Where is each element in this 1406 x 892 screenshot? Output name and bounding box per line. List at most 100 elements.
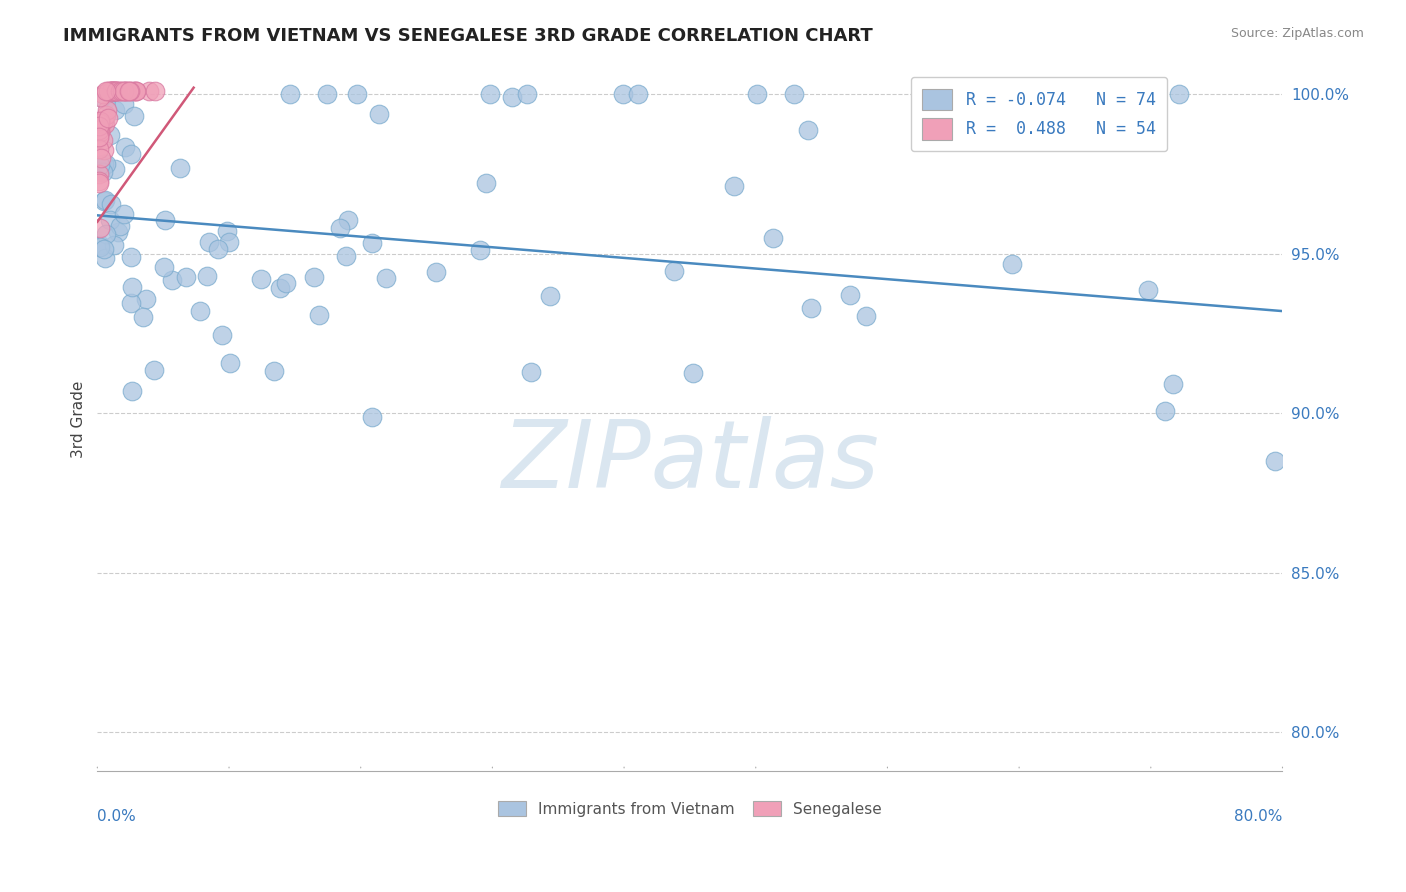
Legend: Immigrants from Vietnam, Senegalese: Immigrants from Vietnam, Senegalese: [492, 795, 887, 822]
Point: [87, 167, 110, 181]
Point: [104, 103, 127, 117]
Point: [121, 84, 143, 98]
Point: [198, 235, 221, 249]
Point: [197, 268, 219, 283]
Point: [114, 84, 136, 98]
Point: [278, 87, 301, 101]
Point: [100, 84, 122, 98]
Point: [110, 84, 132, 98]
Point: [98, 128, 121, 142]
Point: [337, 213, 360, 227]
Point: [100, 84, 122, 98]
Point: [107, 226, 129, 240]
Point: [207, 242, 229, 256]
Point: [143, 363, 166, 377]
Point: [219, 356, 242, 370]
Point: [375, 270, 398, 285]
Point: [682, 366, 704, 380]
Point: [93, 112, 115, 127]
Point: [89, 125, 111, 139]
Point: [108, 84, 131, 98]
Point: [361, 235, 384, 250]
Point: [1264, 453, 1286, 467]
Point: [89, 240, 111, 254]
Point: [114, 84, 136, 98]
Point: [762, 231, 785, 245]
Point: [96, 108, 118, 122]
Point: [121, 279, 143, 293]
Point: [723, 178, 745, 193]
Point: [93, 157, 115, 171]
Point: [105, 84, 128, 98]
Point: [114, 140, 136, 154]
Point: [124, 109, 146, 123]
Point: [101, 84, 124, 98]
Point: [125, 84, 148, 98]
Point: [361, 409, 384, 424]
Point: [89, 90, 111, 104]
Point: [93, 242, 115, 256]
Point: [627, 87, 650, 101]
Point: [94, 94, 117, 108]
Point: [120, 147, 142, 161]
Point: [112, 207, 135, 221]
Point: [118, 84, 141, 98]
Point: [103, 84, 125, 98]
Point: [90, 122, 112, 136]
Point: [96, 103, 118, 117]
Point: [87, 122, 110, 136]
Point: [103, 237, 125, 252]
Point: [132, 310, 155, 324]
Point: [782, 87, 804, 101]
Point: [855, 309, 877, 323]
Point: [250, 272, 273, 286]
Point: [190, 304, 212, 318]
Point: [94, 193, 117, 207]
Point: [316, 87, 339, 101]
Point: [211, 328, 233, 343]
Point: [89, 116, 111, 130]
Point: [89, 238, 111, 252]
Point: [90, 151, 112, 165]
Point: [143, 84, 166, 98]
Text: ZIPatlas: ZIPatlas: [501, 417, 879, 508]
Point: [112, 96, 135, 111]
Point: [1161, 377, 1184, 392]
Point: [470, 243, 492, 257]
Point: [98, 84, 121, 98]
Point: [745, 87, 768, 101]
Point: [218, 235, 240, 250]
Point: [263, 364, 285, 378]
Point: [796, 123, 818, 137]
Point: [108, 84, 131, 98]
Point: [302, 269, 325, 284]
Point: [89, 221, 111, 235]
Point: [94, 117, 117, 131]
Point: [335, 249, 357, 263]
Point: [91, 165, 114, 179]
Point: [89, 114, 111, 128]
Point: [501, 90, 523, 104]
Point: [108, 219, 131, 234]
Point: [1154, 404, 1177, 418]
Text: 0.0%: 0.0%: [97, 809, 136, 824]
Text: 80.0%: 80.0%: [1234, 809, 1282, 824]
Point: [97, 84, 120, 98]
Point: [96, 157, 118, 171]
Point: [100, 197, 122, 211]
Point: [118, 84, 141, 98]
Point: [329, 221, 352, 235]
Point: [1167, 87, 1189, 101]
Point: [101, 84, 124, 98]
Point: [121, 384, 143, 398]
Point: [612, 87, 634, 101]
Point: [104, 84, 127, 98]
Text: IMMIGRANTS FROM VIETNAM VS SENEGALESE 3RD GRADE CORRELATION CHART: IMMIGRANTS FROM VIETNAM VS SENEGALESE 3R…: [63, 27, 873, 45]
Point: [87, 119, 110, 133]
Point: [89, 158, 111, 172]
Point: [838, 287, 860, 301]
Point: [425, 265, 447, 279]
Y-axis label: 3rd Grade: 3rd Grade: [72, 381, 86, 458]
Point: [93, 194, 115, 208]
Point: [107, 84, 129, 98]
